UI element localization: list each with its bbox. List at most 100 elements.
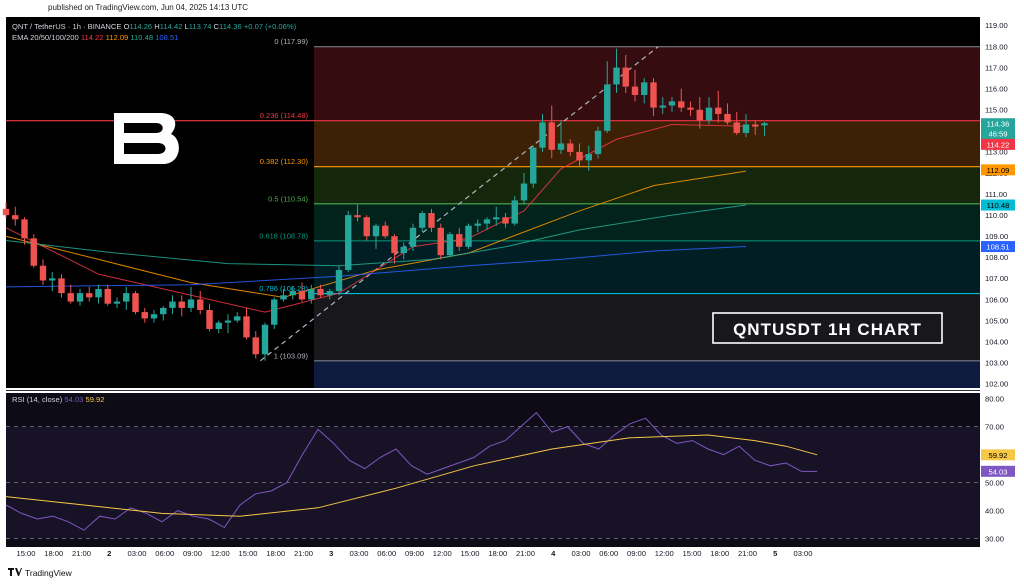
price-tag-ema: 114.22 bbox=[981, 138, 1015, 150]
candle bbox=[252, 331, 259, 359]
ema100-line bbox=[5, 204, 747, 267]
candle bbox=[668, 97, 676, 112]
candle-body bbox=[465, 225, 472, 247]
rsi-price-tag-bg bbox=[981, 465, 1015, 477]
price-tag-bg bbox=[981, 164, 1015, 176]
main-pane-bg bbox=[6, 17, 980, 388]
candle bbox=[372, 223, 380, 249]
candle-body bbox=[39, 265, 47, 281]
brand-b-logo-icon bbox=[114, 113, 179, 164]
candle bbox=[30, 234, 37, 268]
rsi-price-tag-text: 59.92 bbox=[988, 451, 1007, 460]
candle bbox=[428, 208, 435, 233]
y-tick-label: 115.00 bbox=[985, 106, 1008, 115]
candle-body bbox=[567, 143, 574, 152]
legend-change: +0.07 (+0.06%) bbox=[244, 22, 297, 31]
candle-body bbox=[345, 215, 352, 270]
x-tick-label: 21:00 bbox=[72, 549, 91, 558]
fib-label-0: 0 (117.99) bbox=[274, 37, 308, 46]
candle-body bbox=[76, 293, 84, 302]
candle bbox=[604, 61, 611, 133]
x-tick-label: 03:00 bbox=[793, 549, 812, 558]
candle-body bbox=[261, 324, 269, 355]
candle-body bbox=[752, 124, 759, 127]
candle bbox=[705, 97, 713, 125]
price-tag-bg bbox=[981, 241, 1015, 253]
candle-body bbox=[400, 246, 407, 254]
chart-background bbox=[0, 16, 1024, 564]
candle-body bbox=[12, 215, 19, 220]
candle-body bbox=[30, 238, 37, 266]
tradingview-brand[interactable]: TradingView bbox=[8, 568, 72, 578]
candle bbox=[511, 196, 518, 226]
candle bbox=[456, 227, 463, 251]
fib-label-0.5: 0.5 (110.54) bbox=[268, 194, 308, 203]
candle bbox=[160, 305, 167, 321]
candle bbox=[391, 234, 398, 264]
rsi-y-tick-label: 40.00 bbox=[985, 506, 1004, 515]
candle bbox=[206, 303, 213, 332]
candle-body bbox=[631, 86, 639, 95]
rsi-price-tag-text: 54.03 bbox=[988, 467, 1007, 476]
candle bbox=[733, 111, 740, 136]
candle bbox=[132, 291, 139, 315]
candle bbox=[2, 202, 10, 218]
x-tick-label: 15:00 bbox=[238, 549, 257, 558]
candle bbox=[696, 97, 703, 129]
legend-ohlc-value: 113.74 bbox=[189, 22, 214, 31]
candle-body bbox=[224, 320, 232, 323]
y-tick-label: 113.00 bbox=[985, 148, 1008, 157]
candle-body bbox=[58, 278, 65, 294]
candle-body bbox=[197, 299, 204, 311]
candle-body bbox=[483, 219, 491, 224]
legend-ohlc-key: O bbox=[124, 22, 130, 31]
candle bbox=[761, 121, 768, 137]
chart-area[interactable]: 0 (117.99) 0.236 (114.48) 0.382 (112.30) 0.… bbox=[0, 16, 1024, 564]
candle bbox=[326, 288, 333, 300]
candle bbox=[539, 113, 546, 152]
candle-body bbox=[215, 322, 222, 329]
x-tick-label: 06:00 bbox=[155, 549, 174, 558]
candle bbox=[631, 69, 639, 102]
legend-ohlc-key: C bbox=[214, 22, 220, 31]
rsi-y-tick-label: 80.00 bbox=[985, 394, 1004, 403]
candle bbox=[557, 120, 565, 155]
candle-body bbox=[2, 208, 10, 216]
candle-body bbox=[530, 147, 537, 184]
candle-body bbox=[49, 278, 56, 281]
candle-body bbox=[271, 299, 278, 325]
candle bbox=[261, 322, 269, 361]
fib-zone bbox=[314, 293, 980, 361]
fib-label-1: 1 (103.09) bbox=[274, 351, 309, 360]
rsi_ma-line bbox=[5, 434, 818, 517]
y-tick-label: 106.00 bbox=[985, 295, 1008, 304]
x-tick-label: 09:00 bbox=[183, 549, 202, 558]
candle bbox=[280, 288, 287, 302]
candle bbox=[289, 286, 296, 300]
candle-body bbox=[243, 316, 250, 338]
legend-ema-line: EMA 20/50/100/200 114.22 112.09 110.48 1… bbox=[12, 33, 178, 42]
y-tick-label: 108.00 bbox=[985, 253, 1008, 262]
candle bbox=[474, 219, 481, 233]
published-text: published on TradingView.com, Jun 04, 20… bbox=[48, 3, 248, 12]
candle bbox=[742, 113, 750, 138]
candle bbox=[641, 78, 648, 104]
candlestick-series bbox=[2, 48, 768, 361]
candle bbox=[298, 282, 306, 302]
candle bbox=[243, 307, 250, 340]
fibonacci-retracement[interactable]: 0 (117.99) 0.236 (114.48) 0.382 (112.30) 0.… bbox=[6, 37, 980, 388]
candle-body bbox=[113, 301, 121, 304]
price-tag-bg bbox=[981, 138, 1015, 150]
candle bbox=[169, 295, 176, 315]
price-tag-countdown: 46:59 bbox=[981, 128, 1015, 140]
candle-body bbox=[659, 105, 666, 108]
candle-body bbox=[576, 151, 583, 161]
y-tick-label: 110.00 bbox=[985, 211, 1008, 220]
candle-body bbox=[557, 143, 565, 150]
candle-body bbox=[742, 124, 750, 133]
x-tick-label: 18:00 bbox=[266, 549, 285, 558]
candle-body bbox=[298, 291, 306, 300]
candle-body bbox=[141, 312, 148, 319]
candle bbox=[520, 172, 528, 205]
candle bbox=[234, 312, 241, 323]
